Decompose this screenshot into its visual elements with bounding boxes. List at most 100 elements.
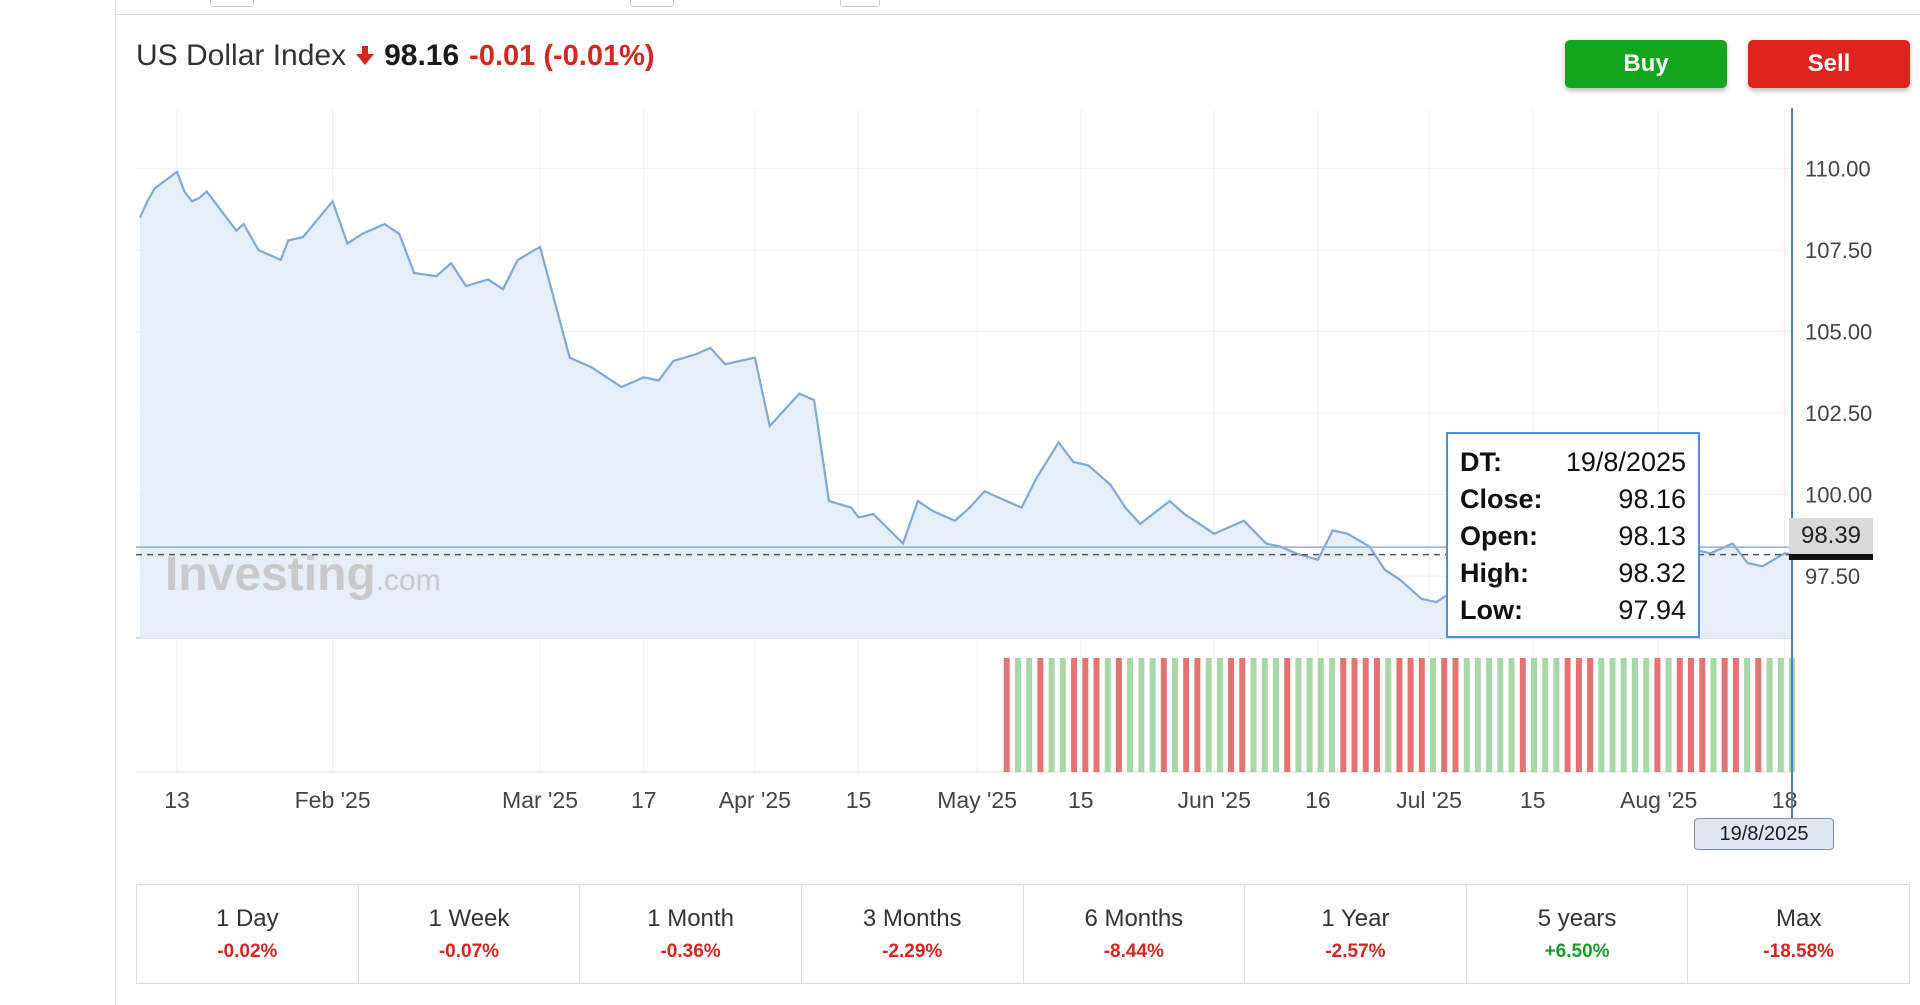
volume-bar bbox=[1329, 658, 1336, 772]
volume-bar bbox=[1351, 658, 1358, 772]
volume-bar bbox=[1519, 658, 1526, 772]
volume-bar bbox=[1766, 658, 1773, 772]
volume-bar bbox=[1071, 658, 1078, 772]
y-tick-label: 100.00 bbox=[1805, 483, 1872, 508]
volume-bar bbox=[1620, 658, 1627, 772]
volume-bar bbox=[1306, 658, 1313, 772]
volume-bar bbox=[1284, 658, 1291, 772]
volume-bar bbox=[1317, 658, 1324, 772]
volume-bar bbox=[1059, 658, 1066, 772]
tooltip-row: Close: 98.16 bbox=[1460, 484, 1686, 514]
volume-bar bbox=[1273, 658, 1279, 772]
x-tick-label: 13 bbox=[164, 787, 190, 813]
volume-bar bbox=[1542, 658, 1549, 772]
y-tick-label: 97.50 bbox=[1805, 564, 1860, 589]
volume-bar bbox=[1037, 658, 1044, 772]
volume-bar bbox=[1553, 658, 1560, 772]
volume-bar bbox=[1575, 658, 1582, 772]
top-toolbar-strip bbox=[115, 0, 1920, 15]
volume-bar bbox=[1205, 658, 1212, 772]
period-1-day[interactable]: 1 Day -0.02% bbox=[137, 885, 359, 983]
price-change: -0.01 (-0.01%) bbox=[469, 39, 655, 72]
volume-bar bbox=[1385, 658, 1392, 772]
volume-bar bbox=[1463, 658, 1470, 772]
volume-bar bbox=[1138, 658, 1145, 772]
volume-bar bbox=[1699, 658, 1706, 772]
volume-bar bbox=[1598, 658, 1605, 772]
volume-bar bbox=[1643, 658, 1650, 772]
volume-bar bbox=[1183, 658, 1190, 772]
volume-bar bbox=[1239, 658, 1246, 772]
instrument-title: US Dollar Index bbox=[136, 39, 347, 72]
last-price: 98.16 bbox=[384, 39, 460, 72]
x-tick-label: Feb '25 bbox=[295, 787, 371, 813]
tooltip-row: DT: 19/8/2025 bbox=[1460, 447, 1686, 477]
price-area bbox=[140, 171, 1792, 638]
volume-bar bbox=[1486, 658, 1493, 772]
x-tick-label: 17 bbox=[631, 787, 657, 813]
x-tick-label: 15 bbox=[1520, 787, 1546, 813]
x-axis: 13 Feb '25 Mar '25 17 Apr '25 15 May '25 15 Jun … bbox=[164, 787, 1797, 813]
volume-bar bbox=[1340, 658, 1347, 772]
volume-bar bbox=[1172, 658, 1178, 772]
sell-button[interactable]: Sell bbox=[1748, 40, 1910, 88]
tooltip-row: Low: 97.94 bbox=[1460, 595, 1686, 625]
watermark-brand: Investing bbox=[165, 548, 376, 601]
period-1-week[interactable]: 1 Week -0.07% bbox=[359, 885, 581, 983]
volume-bar bbox=[1362, 658, 1369, 772]
period-5-years[interactable]: 5 years +6.50% bbox=[1467, 885, 1689, 983]
buy-button[interactable]: Buy bbox=[1565, 40, 1727, 88]
x-tick-label: Mar '25 bbox=[502, 787, 578, 813]
volume-bar bbox=[1015, 658, 1021, 772]
volume-bar bbox=[1474, 658, 1481, 772]
y-tick-label: 107.50 bbox=[1805, 238, 1872, 263]
crosshair-date-tag: 19/8/2025 bbox=[1694, 818, 1834, 850]
svg-text:Investing.com: Investing.com bbox=[165, 548, 441, 601]
instrument-header: US Dollar Index 98.16 -0.01 (-0.01%) bbox=[136, 36, 655, 76]
price-tag-marker bbox=[1789, 554, 1873, 560]
x-tick-label: Jun '25 bbox=[1177, 787, 1250, 813]
volume-bar bbox=[1609, 658, 1616, 772]
volume-bar bbox=[1048, 658, 1055, 772]
toolbar-stub bbox=[630, 0, 674, 7]
volume-bar bbox=[1295, 658, 1302, 772]
data-tooltip: DT: 19/8/2025 Close: 98.16 Open: 98.13 High… bbox=[1446, 432, 1700, 638]
page-left-border bbox=[115, 0, 116, 1005]
tooltip-row: High: 98.32 bbox=[1460, 558, 1686, 588]
x-tick-label: 15 bbox=[1068, 787, 1094, 813]
volume-bar bbox=[1676, 658, 1683, 772]
volume-bars bbox=[1003, 658, 1795, 772]
volume-bar bbox=[1508, 658, 1515, 772]
tooltip-row: Open: 98.13 bbox=[1460, 521, 1686, 551]
volume-bar bbox=[1396, 658, 1403, 772]
volume-bar bbox=[1250, 658, 1257, 772]
y-tick-label: 110.00 bbox=[1805, 157, 1871, 182]
volume-bar bbox=[1082, 658, 1089, 772]
period-1-month[interactable]: 1 Month -0.36% bbox=[580, 885, 802, 983]
volume-bar bbox=[1003, 658, 1010, 772]
x-tick-label: May '25 bbox=[937, 787, 1017, 813]
performance-periods: 1 Day -0.02% 1 Week -0.07% 1 Month -0.36% 3… bbox=[136, 884, 1910, 984]
x-tick-label: 16 bbox=[1305, 787, 1331, 813]
volume-bar bbox=[1631, 658, 1638, 772]
volume-bar bbox=[1115, 658, 1122, 772]
volume-bar bbox=[1721, 658, 1728, 772]
volume-bar bbox=[1160, 658, 1167, 772]
volume-bar bbox=[1587, 658, 1594, 772]
volume-bar bbox=[1654, 658, 1661, 772]
volume-bar bbox=[1407, 658, 1414, 772]
x-tick-label: Aug '25 bbox=[1620, 787, 1697, 813]
volume-bar bbox=[1127, 658, 1134, 772]
volume-bar bbox=[1564, 658, 1571, 772]
volume-bar bbox=[1710, 658, 1717, 772]
x-tick-label: 15 bbox=[846, 787, 872, 813]
period-max[interactable]: Max -18.58% bbox=[1763, 905, 1835, 962]
x-tick-label: Apr '25 bbox=[719, 787, 791, 813]
volume-bar bbox=[1093, 658, 1100, 772]
period-3-months[interactable]: 3 Months -2.29% bbox=[802, 885, 1024, 983]
price-chart[interactable]: Investing.com 97.50 100.00 102.50 105.00 107… bbox=[0, 0, 1920, 880]
period-6-months[interactable]: 6 Months -8.44% bbox=[1024, 885, 1246, 983]
y-tick-label: 102.50 bbox=[1805, 401, 1872, 426]
volume-bar bbox=[1688, 658, 1694, 772]
period-1-year[interactable]: 1 Year -2.57% bbox=[1245, 885, 1467, 983]
